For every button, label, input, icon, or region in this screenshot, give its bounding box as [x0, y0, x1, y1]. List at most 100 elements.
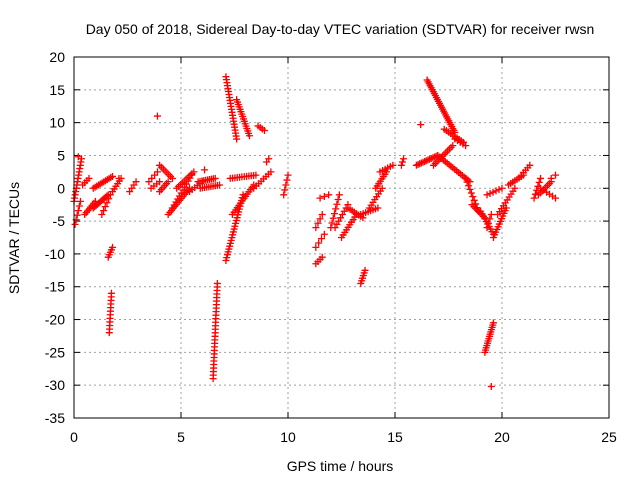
data-point [432, 152, 440, 160]
data-point [105, 195, 113, 203]
data-point [495, 186, 503, 194]
x-tick-label: 0 [70, 429, 78, 445]
data-point [98, 211, 106, 219]
data-point [334, 196, 342, 204]
data-point [547, 174, 555, 182]
y-tick-label: -5 [53, 213, 66, 229]
data-point [466, 185, 474, 193]
x-tick-labels: 0 5 10 15 20 25 [70, 429, 617, 445]
data-point [267, 168, 275, 176]
x-tick-label: 20 [494, 429, 510, 445]
x-axis-label: GPS time / hours [287, 458, 394, 474]
data-point [464, 182, 472, 190]
data-point [74, 207, 82, 215]
y-tick-label: 5 [57, 147, 65, 163]
data-point [332, 205, 340, 213]
data-point [483, 224, 491, 232]
data-point [419, 158, 427, 166]
x-tick-label: 10 [280, 429, 296, 445]
data-point [467, 189, 475, 197]
data-point [489, 188, 497, 196]
data-point [333, 200, 341, 208]
data-point [153, 112, 161, 120]
data-point [330, 210, 338, 218]
data-point [109, 172, 117, 180]
data-point [535, 178, 543, 186]
data-point [469, 193, 477, 201]
data-point [397, 161, 405, 169]
data-point [374, 204, 382, 212]
data-point [389, 161, 397, 169]
data-point [412, 161, 420, 169]
data-point [107, 289, 115, 297]
data-point [531, 190, 539, 198]
data-point [462, 174, 470, 182]
data-point [416, 160, 424, 168]
data-point [318, 235, 326, 243]
data-point [164, 178, 172, 186]
data-point [168, 174, 176, 182]
y-tick-label: -20 [45, 312, 65, 328]
data-point [489, 319, 497, 327]
data-point [424, 156, 432, 164]
data-point [318, 211, 326, 219]
data-point [233, 135, 241, 143]
data-point [400, 155, 408, 163]
data-point [132, 178, 140, 186]
data-point [75, 202, 83, 210]
data-point [325, 191, 333, 199]
data-point [73, 211, 81, 219]
data-point [282, 181, 290, 189]
data-point [483, 191, 491, 199]
data-point [329, 214, 337, 222]
data-point [498, 184, 506, 192]
data-point [71, 220, 79, 228]
y-tick-label: -25 [45, 344, 65, 360]
data-point [470, 196, 478, 204]
data-point [316, 215, 324, 223]
data-point [537, 174, 545, 182]
data-point [530, 194, 538, 202]
data-point [421, 158, 429, 166]
data-point [314, 219, 322, 227]
data-point [315, 239, 323, 247]
data-point [511, 184, 519, 192]
y-tick-label: -10 [45, 246, 65, 262]
x-tick-label: 25 [601, 429, 617, 445]
y-tick-label: -35 [45, 410, 65, 426]
data-point [422, 157, 430, 165]
data-point [85, 174, 93, 182]
data-point [552, 194, 559, 202]
data-point [281, 186, 289, 194]
x-tick-label: 5 [177, 429, 185, 445]
data-point [216, 181, 224, 189]
y-tick-label: 0 [57, 180, 65, 196]
data-point [462, 142, 470, 150]
data-point [312, 243, 320, 251]
data-point [280, 191, 288, 199]
data-point [417, 159, 425, 167]
data-point [211, 174, 219, 182]
data-point [103, 199, 111, 207]
data-point [101, 203, 109, 211]
data-point [492, 187, 500, 195]
data-point [378, 184, 386, 192]
data-points [70, 73, 559, 390]
data-point [284, 171, 292, 179]
data-point [213, 279, 221, 287]
data-point [361, 266, 369, 274]
data-point [156, 178, 164, 186]
data-point [312, 224, 320, 232]
y-tick-labels: 20 15 10 5 0 -5 -10 -15 -20 -25 -30 -35 [45, 49, 65, 426]
grid-lines [74, 57, 609, 418]
plot-frame [73, 56, 610, 419]
data-point [427, 154, 435, 162]
data-point [449, 142, 457, 150]
data-point [484, 219, 492, 227]
data-point [201, 166, 209, 174]
data-point [265, 155, 273, 163]
chart-title: Day 050 of 2018, Sidereal Day-to-day VTE… [86, 21, 595, 37]
data-point [487, 382, 495, 390]
data-point [100, 207, 108, 215]
y-tick-label: 10 [49, 115, 65, 131]
